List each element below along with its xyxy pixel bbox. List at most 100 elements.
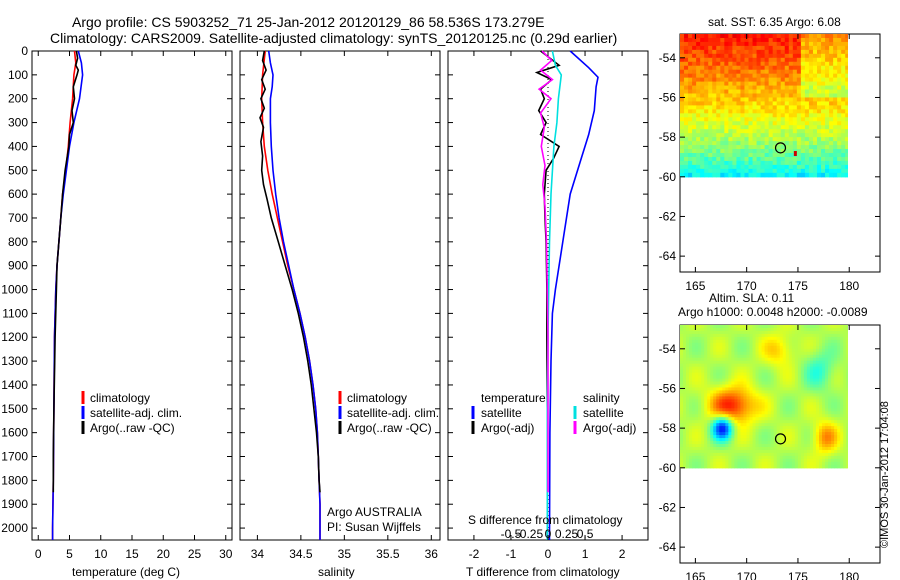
heatmap-cell (749, 435, 754, 439)
heatmap-cell (846, 360, 848, 365)
heatmap-cell (749, 432, 754, 436)
heatmap-cell (760, 77, 766, 83)
heatmap-cell (821, 77, 826, 83)
heatmap-cell (732, 97, 738, 103)
heatmap-cell (698, 339, 702, 344)
heatmap-cell (819, 351, 823, 356)
heatmap-cell (776, 137, 782, 142)
heatmap-cell (724, 172, 729, 178)
heatmap-cell (708, 149, 713, 154)
heatmap-cell (743, 399, 748, 403)
heatmap-cell (734, 381, 739, 386)
heatmap-cell (782, 378, 787, 383)
heatmap-cell (808, 172, 814, 178)
heatmap-cell (776, 411, 781, 415)
heatmap-cell (698, 330, 702, 335)
heatmap-cell (748, 77, 754, 83)
heatmap-cell (831, 330, 835, 335)
heatmap-cell (680, 45, 685, 51)
heatmap-cell (686, 330, 690, 335)
heatmap-cell (732, 145, 738, 150)
heatmap-cell (743, 333, 748, 338)
heatmap-cell (828, 366, 832, 371)
heatmap-cell (731, 351, 735, 356)
y-tick-label: -56 (659, 381, 677, 395)
heatmap-cell (812, 435, 817, 439)
heatmap-cell (772, 97, 778, 103)
heatmap-cell (812, 160, 818, 166)
heatmap-cell (695, 387, 699, 392)
heatmap-cell (831, 426, 835, 430)
heatmap-cell (700, 137, 705, 142)
heatmap-cell (834, 396, 838, 400)
heatmap-cell (710, 411, 714, 415)
heatmap-cell (756, 97, 762, 103)
heatmap-cell (812, 49, 818, 55)
heatmap-cell (680, 339, 684, 344)
heatmap-cell (724, 156, 729, 162)
heatmap-cell (841, 145, 846, 150)
heatmap-cell (758, 369, 763, 374)
heatmap-cell (800, 339, 805, 344)
heatmap-cell (788, 45, 794, 51)
heatmap-cell (737, 396, 742, 400)
x-tick-label: 180 (839, 279, 859, 293)
heatmap-cell (680, 405, 684, 409)
heatmap-cell (736, 89, 742, 95)
heatmap-cell (746, 325, 751, 329)
heatmap-cell (825, 449, 829, 454)
heatmap-cell (752, 325, 757, 329)
heatmap-cell (716, 449, 720, 454)
heatmap-cell (692, 408, 696, 412)
heatmap-cell (680, 387, 684, 392)
heatmap-cell (698, 402, 702, 406)
heatmap-cell (800, 369, 805, 374)
heatmap-cell (782, 402, 787, 406)
heatmap-cell (803, 366, 808, 371)
heatmap-cell (728, 396, 732, 400)
heatmap-cell (695, 360, 699, 365)
heatmap-cell (773, 399, 778, 403)
heatmap-cell (797, 345, 802, 350)
s-tick-label: 0.25 (555, 527, 579, 541)
heatmap-cell (828, 441, 832, 445)
heatmap-cell (725, 426, 729, 430)
heatmap-cell (683, 366, 687, 371)
y-tick-label: -58 (659, 421, 677, 435)
heatmap-cell (846, 342, 848, 347)
heatmap-cell (829, 168, 834, 174)
heatmap-cell (728, 69, 733, 75)
heatmap-cell (796, 65, 802, 71)
s-tick-label: 0 (545, 527, 552, 541)
heatmap-cell (846, 449, 848, 454)
heatmap-cell (821, 141, 826, 146)
heatmap-cell (843, 357, 847, 362)
heatmap-cell (792, 133, 798, 138)
heatmap-cell (792, 77, 798, 83)
heatmap-cell (716, 160, 721, 166)
heatmap-cell (764, 34, 770, 39)
heatmap-cell (701, 325, 705, 329)
heatmap-cell (776, 455, 781, 460)
heatmap-cell (752, 156, 758, 162)
heatmap-cell (689, 327, 693, 332)
heatmap-cell (773, 330, 778, 335)
heatmap-cell (792, 105, 798, 110)
heatmap-cell (797, 464, 802, 469)
heatmap-cell (724, 101, 729, 106)
heatmap-cell (758, 432, 763, 436)
heatmap-cell (825, 411, 829, 415)
heatmap-cell (740, 85, 746, 91)
heatmap-cell (779, 455, 784, 460)
heatmap-cell (825, 125, 830, 130)
heatmap-cell (728, 417, 732, 421)
heatmap-cell (846, 357, 848, 362)
heatmap-cell (725, 441, 729, 445)
heatmap-cell (767, 330, 772, 335)
heatmap-cell (728, 73, 733, 79)
heatmap-cell (696, 45, 701, 51)
heatmap-cell (833, 105, 838, 110)
heatmap-cell (782, 342, 787, 347)
heatmap-cell (755, 369, 760, 374)
heatmap-cell (785, 414, 790, 418)
